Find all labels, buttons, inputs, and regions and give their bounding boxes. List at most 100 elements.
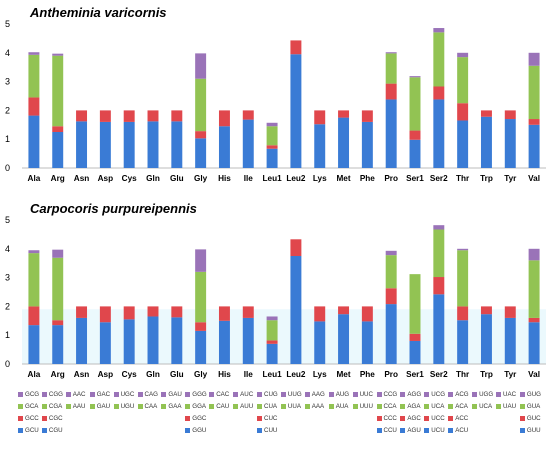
y-tick-label: 2	[5, 105, 10, 115]
y-tick-label: 4	[5, 244, 10, 254]
bar-his-segment-1	[218, 126, 230, 168]
bar-leu1-segment-1	[266, 343, 278, 364]
bar-asn-segment-1	[76, 121, 88, 168]
y-tick-label: 3	[5, 77, 10, 87]
x-tick-label: Phe	[360, 174, 375, 183]
legend-label: UCC	[431, 415, 445, 422]
bar-ala-segment-2	[28, 97, 40, 116]
legend-label: AAC	[72, 391, 86, 398]
legend-swatch	[400, 416, 406, 421]
legend-swatch	[304, 392, 310, 397]
bar-thr-segment-4	[457, 248, 469, 251]
legend-label: CCU	[383, 427, 397, 434]
legend-label: AUA	[335, 403, 349, 410]
legend-swatch	[257, 428, 262, 433]
bar-lys-segment-1	[314, 321, 326, 364]
bar-arg-segment-1	[52, 132, 64, 168]
bar-asn-segment-1	[76, 317, 88, 364]
y-tick-label: 5	[5, 215, 10, 225]
x-tick-label: His	[218, 370, 231, 379]
legend-swatch	[89, 392, 95, 397]
legend-swatch	[448, 428, 454, 433]
chart-panel-2: 0 1 2 3 4 5 Ala Arg Asn Asp Cys Gln Glu Gly His Ile Leu1…	[5, 215, 546, 379]
bar-ala-segment-1	[28, 115, 40, 168]
bar-gly-segment-2	[195, 322, 207, 331]
legend-label: AUC	[240, 391, 254, 398]
legend-label: UCA	[479, 403, 493, 410]
x-tick-label: Arg	[51, 370, 65, 379]
bar-val-segment-2	[528, 119, 540, 125]
x-tick-label: Asn	[74, 174, 89, 183]
legend-item: CCG	[376, 391, 397, 400]
bar-pro-segment-2	[385, 83, 397, 100]
bar-thr-segment-1	[457, 320, 469, 364]
legend-label: CGC	[48, 415, 63, 422]
legend-label: AAU	[72, 403, 86, 410]
legend-swatch	[257, 416, 262, 421]
x-tick-label: Asp	[98, 174, 113, 183]
legend-swatch	[376, 404, 382, 409]
bar-glu-segment-1	[171, 317, 183, 364]
legend-label: CGG	[48, 391, 63, 398]
legend-item: CCC	[376, 415, 397, 424]
legend-label: AGA	[407, 403, 421, 410]
bar-asp-segment-2	[99, 110, 111, 122]
legend-swatch	[18, 428, 23, 433]
legend-label: AGC	[407, 415, 421, 422]
bar-ser2-segment-4	[433, 225, 445, 230]
bar-arg-segment-3	[52, 257, 64, 321]
legend-label: CUU	[264, 427, 278, 434]
legend-item: UUC	[352, 391, 373, 400]
legend-swatch	[328, 404, 334, 409]
x-tick-label: Pro	[384, 370, 398, 379]
bar-ser2-segment-2	[433, 86, 445, 100]
legend-item: CAG	[137, 391, 158, 400]
y-tick-label: 5	[5, 19, 10, 29]
legend-swatch	[472, 404, 478, 409]
legend-label: GGG	[192, 391, 207, 398]
legend-label: ACU	[455, 427, 469, 434]
panel-1-title: Antheminia varicornis	[30, 5, 167, 20]
bar-pro-segment-3	[385, 255, 397, 289]
legend-item: UUG	[280, 391, 302, 400]
legend-swatch	[424, 392, 430, 397]
legend-item: CGG	[41, 391, 63, 400]
legend-label: GUA	[526, 403, 541, 410]
legend-item: GCC	[18, 415, 39, 424]
bar-met-segment-1	[338, 117, 350, 168]
bar-lys-segment-1	[314, 124, 326, 168]
x-tick-label: Val	[528, 370, 540, 379]
legend-swatch	[41, 416, 47, 421]
legend-label: UAC	[503, 391, 517, 398]
legend-label: GGA	[192, 403, 207, 410]
bar-ala-segment-1	[28, 325, 40, 364]
legend-label: ACA	[455, 403, 468, 410]
bar-leu2-segment-2	[290, 40, 302, 55]
y-tick-label: 3	[5, 273, 10, 283]
bar-leu1-segment-4	[266, 122, 278, 127]
legend-label: UGC	[120, 391, 135, 398]
legend-swatch	[519, 428, 525, 433]
bar-val-segment-3	[528, 65, 540, 120]
x-tick-label: Ala	[28, 174, 41, 183]
legend-swatch	[41, 428, 47, 433]
legend-swatch	[472, 392, 478, 397]
legend-label: CUA	[264, 403, 278, 410]
x-tick-label: Met	[336, 370, 350, 379]
legend-item: UCC	[424, 415, 445, 424]
bar-leu2-segment-1	[290, 256, 302, 364]
bar-tyr-segment-1	[504, 317, 516, 364]
legend-label: AAA	[311, 403, 325, 410]
x-tick-label: Gly	[194, 174, 208, 183]
legend-item: AGG	[400, 391, 421, 400]
legend-label: CGA	[48, 403, 63, 410]
bar-asn-segment-2	[76, 306, 88, 318]
legend-swatch	[519, 416, 525, 421]
bar-ala-segment-4	[28, 52, 40, 55]
bar-ser2-segment-2	[433, 277, 445, 295]
legend-swatch	[519, 404, 525, 409]
legend-swatch	[18, 392, 23, 397]
x-tick-label: Tyr	[504, 370, 517, 379]
legend-item: CAA	[137, 403, 157, 412]
